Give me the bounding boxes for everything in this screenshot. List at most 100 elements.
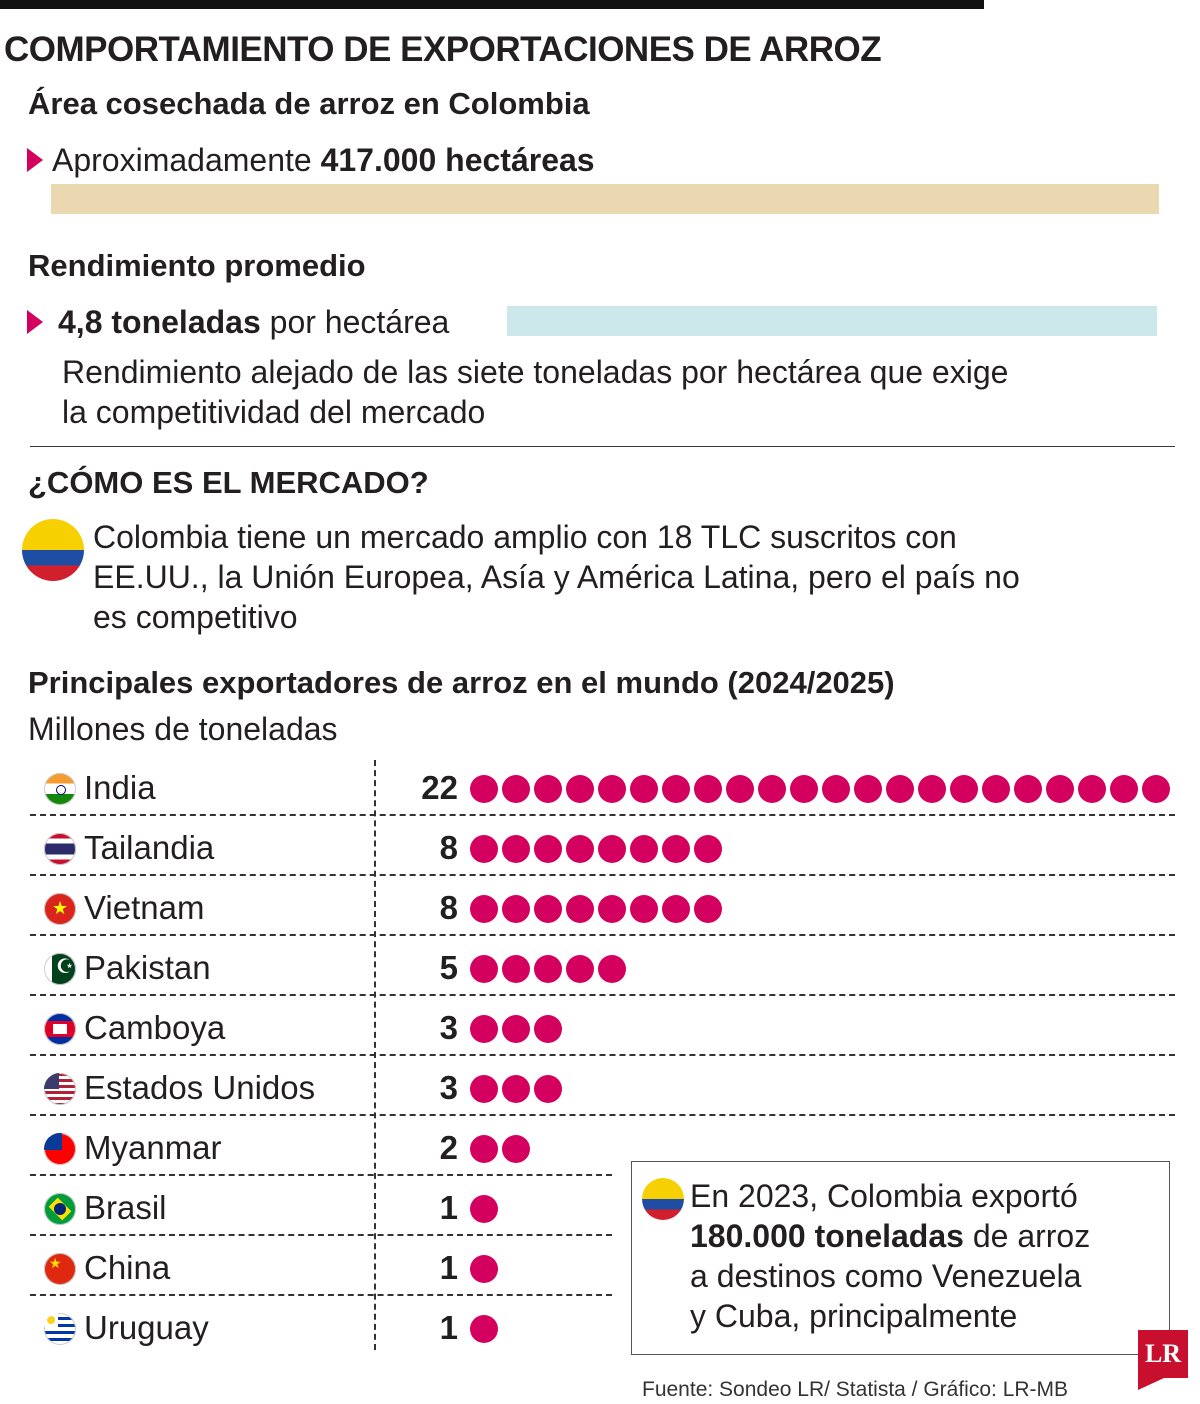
dot-plot (470, 775, 1170, 1343)
chart-unit-label: Millones de toneladas (28, 711, 338, 747)
area-text: Aproximadamente 417.000 hectáreas (52, 140, 595, 180)
lr-logo: LR (1138, 1330, 1188, 1390)
category-label: Estados Unidos (84, 1069, 316, 1106)
rendimiento-note-1: Rendimiento alejado de las siete tonelad… (62, 354, 1009, 390)
dot-marker (598, 775, 626, 803)
callout-line-1: En 2023, Colombia exportó (690, 1178, 1078, 1214)
row-separator (30, 934, 1175, 936)
category-label: Pakistan (84, 949, 211, 986)
row-separator (30, 1294, 612, 1296)
mercado-line-1: Colombia tiene un mercado amplio con 18 … (93, 519, 957, 555)
dot-marker (1046, 775, 1074, 803)
callout-bold: 180.000 toneladas (690, 1218, 964, 1254)
brazil-flag-icon (44, 1193, 76, 1225)
dot-marker (566, 775, 594, 803)
dot-marker (502, 955, 530, 983)
colombia-callout (631, 1161, 1170, 1355)
value-label: 1 (439, 1189, 458, 1226)
india-flag-icon (44, 773, 76, 805)
dot-marker (790, 775, 818, 803)
category-label: Myanmar (84, 1129, 222, 1166)
callout-line-3: a destinos como Venezuela (690, 1258, 1082, 1294)
dot-marker (598, 895, 626, 923)
cambodia-flag-icon (44, 1013, 76, 1045)
dot-marker (502, 1015, 530, 1043)
dot-marker (758, 775, 786, 803)
dot-marker (630, 775, 658, 803)
dot-marker (662, 775, 690, 803)
rendimiento-bar (507, 306, 1157, 336)
dot-marker (470, 775, 498, 803)
dot-marker (886, 775, 914, 803)
exporters-chart: India 22 Tailandia 8 ★ Vietnam 8 ☪ Pakistan 5 Camb… (0, 760, 1200, 1360)
dot-marker (726, 775, 754, 803)
rendimiento-text: 4,8 toneladas por hectárea (58, 302, 449, 342)
row-separator (30, 1114, 1175, 1116)
value-label: 2 (439, 1129, 458, 1166)
thailand-flag-icon (44, 833, 76, 865)
value-label: 8 (439, 889, 458, 926)
dot-marker (502, 1135, 530, 1163)
dot-marker (534, 835, 562, 863)
section-divider (30, 446, 1175, 447)
dot-marker (502, 895, 530, 923)
area-bar (51, 184, 1159, 214)
category-label: China (84, 1249, 171, 1286)
dot-marker (470, 1135, 498, 1163)
row-separator (30, 874, 1175, 876)
dot-marker (1078, 775, 1106, 803)
row-separator (30, 994, 1175, 996)
area-triangle-icon (27, 148, 43, 172)
dot-marker (630, 835, 658, 863)
category-label: Vietnam (84, 889, 205, 926)
dot-marker (534, 1015, 562, 1043)
dot-marker (822, 775, 850, 803)
value-label: 1 (439, 1249, 458, 1286)
dot-marker (854, 775, 882, 803)
pakistan-flag-icon: ☪ (44, 953, 76, 985)
dot-marker (566, 955, 594, 983)
rendimiento-note-2: la competitividad del mercado (62, 394, 486, 430)
dot-marker (470, 1255, 498, 1283)
row-separator (30, 1174, 612, 1176)
dot-marker (982, 775, 1010, 803)
dot-marker (534, 775, 562, 803)
colombia-flag-icon (22, 519, 84, 581)
area-value: 417.000 hectáreas (320, 142, 595, 178)
dot-marker (566, 895, 594, 923)
dot-marker (1142, 775, 1170, 803)
category-label: Brasil (84, 1189, 167, 1226)
dot-marker (566, 835, 594, 863)
category-label: Camboya (84, 1009, 226, 1046)
dot-marker (1110, 775, 1138, 803)
mercado-line-3: es competitivo (93, 599, 298, 635)
dot-marker (470, 835, 498, 863)
source-note: Fuente: Sondeo LR/ Statista / Gráfico: L… (642, 1378, 1069, 1401)
row-separator (30, 814, 1175, 816)
dot-marker (630, 895, 658, 923)
dot-marker (598, 835, 626, 863)
rendimiento-suffix: por hectárea (269, 304, 450, 340)
dot-marker (502, 835, 530, 863)
myanmar-flag-icon (44, 1133, 76, 1165)
dot-marker (694, 775, 722, 803)
dot-marker (918, 775, 946, 803)
dot-marker (534, 955, 562, 983)
category-label: Uruguay (84, 1309, 209, 1346)
dot-marker (1014, 775, 1042, 803)
rendimiento-triangle-icon (27, 310, 43, 334)
dot-marker (470, 1195, 498, 1223)
value-label: 8 (439, 829, 458, 866)
value-label: 5 (439, 949, 458, 986)
dot-marker (470, 1315, 498, 1343)
usa-flag-icon (44, 1073, 76, 1105)
area-heading: Área cosechada de arroz en Colombia (28, 86, 590, 121)
dot-marker (502, 1075, 530, 1103)
dot-marker (502, 775, 530, 803)
category-label: India (84, 769, 156, 806)
dot-marker (470, 1015, 498, 1043)
top-rule (0, 0, 984, 9)
dot-marker (598, 955, 626, 983)
rendimiento-value: 4,8 toneladas (58, 304, 261, 340)
value-label: 3 (439, 1069, 458, 1106)
